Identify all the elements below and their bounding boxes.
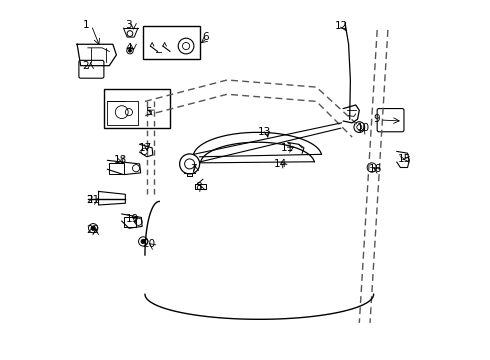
Text: 19: 19 [126,214,139,224]
Text: 22: 22 [87,225,100,235]
Text: 4: 4 [125,43,132,53]
FancyBboxPatch shape [79,60,104,78]
Text: 3: 3 [125,19,132,30]
Text: 21: 21 [87,195,100,204]
Text: 2: 2 [83,61,89,71]
FancyBboxPatch shape [123,217,136,227]
Text: 15: 15 [397,154,411,163]
Circle shape [141,239,146,244]
Text: 12: 12 [335,21,348,31]
Text: 18: 18 [113,156,126,165]
Text: 11: 11 [281,143,294,153]
Text: 17: 17 [138,143,151,153]
Text: 14: 14 [274,159,287,169]
FancyBboxPatch shape [104,89,170,128]
Text: 13: 13 [258,127,271,137]
Text: 20: 20 [142,239,155,249]
FancyBboxPatch shape [377,109,404,132]
Text: 16: 16 [369,164,382,174]
FancyBboxPatch shape [143,26,200,59]
Text: 8: 8 [195,182,202,192]
Text: 7: 7 [190,164,196,174]
Circle shape [91,226,96,230]
Text: 10: 10 [356,123,369,133]
Text: 6: 6 [202,32,209,42]
Text: 1: 1 [83,19,89,30]
Text: 5: 5 [145,107,152,117]
FancyBboxPatch shape [109,163,123,174]
Text: 9: 9 [374,114,380,124]
Circle shape [128,49,131,52]
